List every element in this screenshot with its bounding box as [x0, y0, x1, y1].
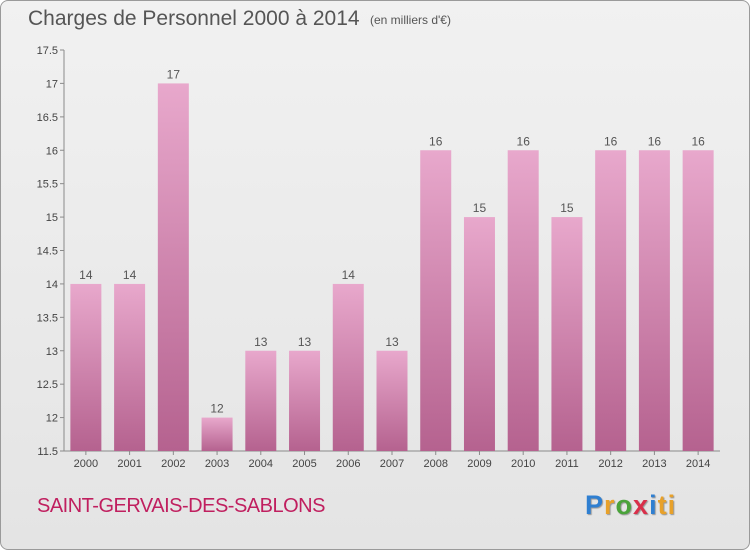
value-label-2014: 16 — [691, 134, 705, 148]
value-label-2011: 15 — [560, 201, 574, 215]
y-tick-label: 16.5 — [37, 112, 58, 124]
y-tick-label: 14 — [46, 279, 58, 291]
bar-2011 — [551, 217, 583, 451]
y-tick-label: 17 — [46, 78, 58, 90]
y-tick-label: 17.5 — [37, 45, 58, 57]
y-tick-label: 12 — [46, 413, 58, 425]
bar-2009 — [463, 217, 495, 451]
value-labels: 14 14 17 12 13 13 14 13 16 15 16 15 16 16 16 — [79, 67, 705, 415]
value-label-2000: 14 — [79, 268, 93, 282]
x-tick-label-2002: 2002 — [161, 458, 185, 470]
value-label-2008: 16 — [429, 134, 443, 148]
y-tick-label: 13 — [46, 346, 58, 358]
x-tick-label-2014: 2014 — [686, 458, 710, 470]
x-tick-label-2012: 2012 — [598, 458, 622, 470]
y-tick-label: 11.5 — [37, 446, 58, 458]
value-label-2003: 12 — [210, 402, 224, 416]
x-tick-label-2013: 2013 — [642, 458, 666, 470]
value-label-2010: 16 — [517, 134, 531, 148]
chart-subtitle: (en milliers d'€) — [370, 13, 451, 27]
y-tick-label: 15 — [46, 212, 58, 224]
x-tick-label-2008: 2008 — [423, 458, 447, 470]
bar-2007 — [376, 350, 408, 451]
value-label-2006: 14 — [342, 268, 356, 282]
x-tick-label-2010: 2010 — [511, 458, 535, 470]
proxiti-logo: Proxiti — [585, 490, 677, 520]
value-label-2009: 15 — [473, 201, 487, 215]
value-label-2002: 17 — [167, 67, 181, 81]
chart-title: Charges de Personnel 2000 à 2014 — [28, 7, 360, 30]
value-label-2001: 14 — [123, 268, 137, 282]
x-tick-label-2005: 2005 — [292, 458, 316, 470]
x-axis: 2000 2001 2002 2003 2004 2005 2006 2007 2008 2009… — [64, 450, 720, 470]
bar-2010 — [507, 150, 539, 451]
x-tick-label-2003: 2003 — [205, 458, 229, 470]
value-label-2004: 13 — [254, 335, 268, 349]
y-tick-label: 12.5 — [37, 379, 58, 391]
value-label-2013: 16 — [648, 134, 662, 148]
bar-2000 — [70, 283, 102, 451]
y-tick-label: 16 — [46, 145, 58, 157]
x-tick-label-2009: 2009 — [467, 458, 491, 470]
bar-2013 — [638, 150, 670, 451]
commune-name: SAINT-GERVAIS-DES-SABLONS — [37, 495, 325, 517]
bar-2001 — [114, 283, 146, 451]
x-tick-label-2000: 2000 — [74, 458, 98, 470]
y-tick-label: 13.5 — [37, 312, 58, 324]
bar-2014 — [682, 150, 714, 451]
bar-2006 — [332, 283, 364, 451]
bar-2002 — [157, 83, 189, 452]
bar-2005 — [289, 350, 321, 451]
bar-2003 — [201, 417, 233, 451]
value-label-2007: 13 — [385, 335, 399, 349]
y-tick-label: 14.5 — [37, 246, 58, 258]
y-tick-label: 15.5 — [37, 179, 58, 191]
value-label-2012: 16 — [604, 134, 618, 148]
x-tick-label-2007: 2007 — [380, 458, 404, 470]
x-tick-label-2011: 2011 — [555, 458, 579, 470]
y-axis: 11.5 12 12.5 13 13.5 14 14.5 15 15.5 16 16.5 17 17.5 — [37, 45, 65, 458]
x-tick-label-2001: 2001 — [117, 458, 141, 470]
bar-2012 — [595, 150, 627, 451]
bars — [70, 83, 714, 452]
bar-2004 — [245, 350, 277, 451]
value-label-2005: 13 — [298, 335, 312, 349]
x-tick-label-2006: 2006 — [336, 458, 360, 470]
bar-2008 — [420, 150, 452, 451]
x-tick-label-2004: 2004 — [249, 458, 273, 470]
